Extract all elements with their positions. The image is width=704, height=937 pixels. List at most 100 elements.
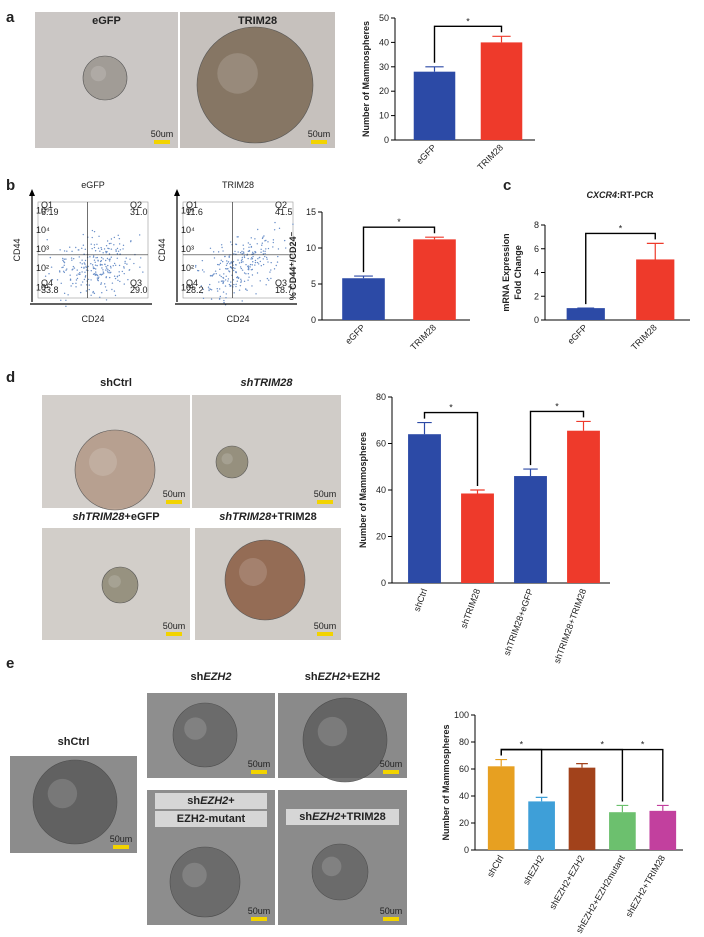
event-dot [75,246,77,249]
event-dot [224,285,227,287]
event-dot [96,264,98,267]
micrograph-label-part: +TRIM28 [271,511,317,523]
event-dot [220,259,222,261]
event-dot [94,261,96,263]
scale-label: 50um [248,906,271,916]
y-tick-label: 15 [306,207,316,217]
event-dot [90,279,92,281]
sphere [169,846,241,918]
micrograph-label-part: EZH2 [312,811,340,823]
event-dot [105,265,107,268]
event-dot [251,274,254,276]
event-dot [248,276,250,278]
event-dot [110,256,112,258]
event-dot [213,273,215,275]
event-dot [91,236,93,239]
event-dot [130,240,132,242]
event-dot [256,261,259,264]
significance-label: * [619,223,623,233]
significance-label: * [641,740,645,750]
event-dot [242,261,244,263]
event-dot [65,269,67,271]
event-dot [237,259,239,261]
event-dot [81,247,83,250]
event-dot [110,267,112,269]
event-dot [99,250,101,252]
event-dot [69,246,71,248]
event-dot [240,281,242,283]
arrow [29,189,35,196]
event-dot [242,248,245,250]
micrograph-label-part: +eGFP [124,511,159,523]
event-dot [247,265,249,268]
panel-letter: c [503,177,511,194]
event-dot [250,269,253,271]
event-dot [227,261,230,263]
y-tick-label: 0 [464,845,469,855]
event-dot [272,246,274,248]
event-dot [254,251,257,254]
micrograph-label: shEZH2 [191,671,232,683]
event-dot [227,278,230,280]
bar [408,434,441,583]
event-dot [220,280,223,282]
event-dot [239,266,242,268]
event-dot [85,290,88,292]
event-dot [253,252,255,255]
event-dot [79,262,81,264]
y-tick-label: 10 [379,111,389,121]
event-dot [254,261,257,264]
event-dot [208,288,210,290]
quadrant-name: Q1 [186,200,198,210]
event-dot [209,283,211,286]
error-bar [535,796,548,802]
event-dot [59,271,61,273]
event-dot [260,265,263,267]
micrograph-label-part: sh [299,811,312,823]
event-dot [81,281,84,283]
event-dot [96,273,98,276]
y-tick-label: 5 [311,279,316,289]
y-tick-label: 0 [384,135,389,145]
micrograph-label-part: sh [305,671,318,683]
event-dot [96,279,99,281]
event-dot [138,234,141,236]
quadrant-name: Q2 [275,200,287,210]
quadrant-value: 31.0 [130,207,148,217]
event-dot [228,256,230,258]
error-bar [523,468,538,477]
event-dot [210,274,212,277]
event-dot [91,247,93,250]
event-dot [91,229,94,232]
event-dot [100,282,103,284]
bar [487,766,515,850]
event-dot [124,260,126,263]
event-dot [96,256,99,259]
event-dot [92,267,95,270]
event-dot [267,241,269,243]
event-dot [71,250,73,253]
micrograph-label: shCtrl [58,736,90,748]
flow-tick: 10² [36,263,49,273]
micrograph-label-part: EZH2 [318,671,346,683]
event-dot [221,246,223,249]
scale-bar [251,770,267,774]
event-dot [215,272,217,275]
event-dot [194,266,197,268]
micrograph-label-part: shCtrl [58,736,90,748]
error-bar [425,66,444,72]
micrograph-label-part: shTRIM28 [72,511,125,523]
event-dot [62,259,64,262]
event-dot [262,250,265,252]
event-dot [123,272,125,275]
event-dot [86,284,88,286]
event-dot [224,255,226,258]
significance-bracket [585,232,656,305]
event-dot [241,256,244,259]
x-tick-label: eGFP [343,322,367,346]
event-dot [111,282,114,284]
event-dot [100,283,102,285]
panel-letter: d [6,369,15,386]
event-dot [128,269,131,271]
event-dot [234,250,236,253]
